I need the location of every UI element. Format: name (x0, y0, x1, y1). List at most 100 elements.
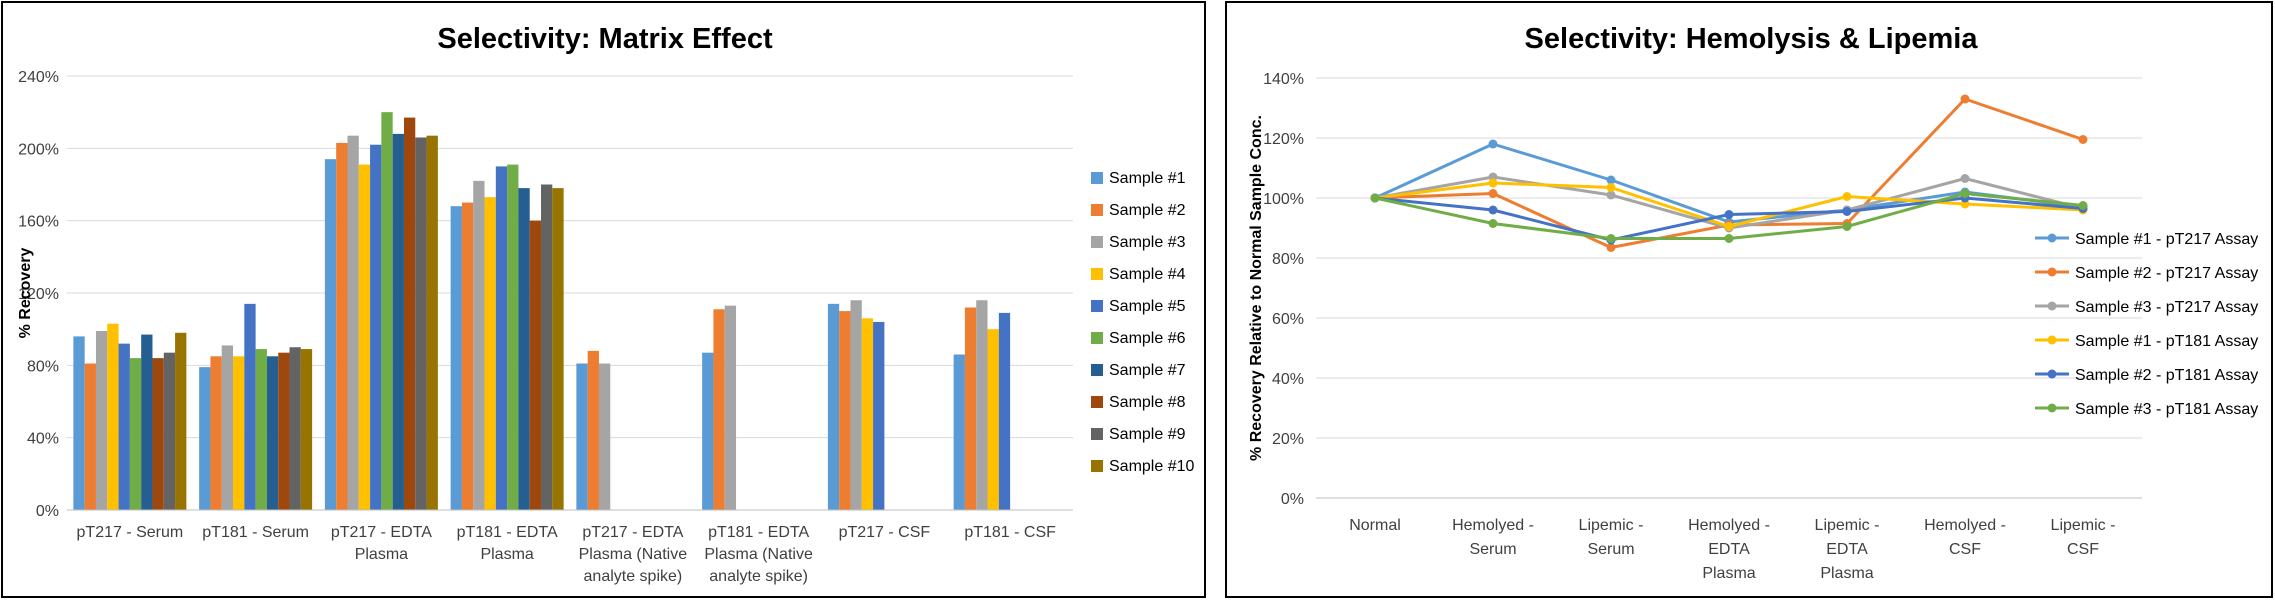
legend-item-sample-2-pt181-assay: Sample #2 - pT181 Assay (2035, 367, 2258, 384)
series-sample-8 (152, 117, 542, 511)
x-axis-categories: pT217 - Serum pT181 - Serum pT217 - EDTA Pl… (77, 524, 1057, 585)
y-axis-ticks: 0% 20% 40% 60% 80% 100% 120% 140% (1263, 71, 1304, 508)
bar (95, 330, 108, 510)
bar (300, 349, 313, 510)
y-tick-label: 120% (1263, 131, 1304, 148)
x-tick-label: pT181 - EDTA Plasma (Native analyte spike) (704, 524, 813, 585)
bar (998, 312, 1011, 510)
bar (415, 137, 427, 511)
legend-swatch (1091, 364, 1103, 376)
legend-item-sample-3: Sample #3 (1091, 234, 1186, 251)
y-tick-label: 240% (18, 69, 59, 86)
legend: Sample #1 Sample #2 Sample #3 Sample #4 Samp… (1091, 170, 1194, 475)
legend-label: Sample #10 (1109, 458, 1194, 475)
x-axis-categories: Normal Hemolyed -Serum Lipemic -Serum Hemol… (1349, 517, 2115, 582)
legend-swatch (1091, 236, 1103, 248)
legend-swatch (1091, 204, 1103, 216)
bar (850, 300, 862, 510)
bar (541, 184, 553, 510)
y-tick-label: 120% (18, 286, 59, 303)
legend-item-sample-8: Sample #8 (1091, 394, 1186, 411)
legend-marker (2047, 233, 2057, 243)
x-tick-label: Hemolyed -EDTA Plasma (1688, 517, 1770, 582)
series-sample-1 (73, 159, 965, 510)
data-point (1606, 190, 1616, 200)
legend-label: Sample #9 (1109, 426, 1186, 443)
bar (576, 363, 588, 510)
y-tick-label: 140% (1263, 71, 1304, 88)
data-point (1606, 175, 1616, 185)
bar (381, 112, 393, 511)
bar (163, 352, 176, 510)
data-point (1606, 183, 1616, 192)
bar (987, 329, 999, 510)
series-sample-7 (141, 133, 530, 510)
bar (347, 135, 359, 511)
legend-item-sample-3-pt181-assay: Sample #3 - pT181 Assay (2035, 401, 2258, 418)
y-tick-label: 0% (1281, 491, 1304, 508)
bar (233, 356, 245, 510)
data-point (2078, 201, 2088, 210)
bar (518, 188, 530, 510)
data-point (1724, 234, 1734, 243)
x-tick-label: pT217 - EDTA Plasma (Native analyte spike) (579, 524, 688, 585)
series-sample-2 (84, 142, 977, 510)
legend-item-sample-3-pt217-assay: Sample #3 - pT217 Assay (2035, 299, 2258, 316)
series-sample-5 (118, 144, 1011, 511)
legend-label: Sample #3 (1109, 234, 1186, 251)
x-tick-label: Hemolyed -Serum (1452, 517, 1534, 558)
x-tick-label: Lipemic -Serum (1579, 517, 1644, 558)
data-point (1724, 210, 1734, 219)
legend: Sample #1 - pT217 Assay Sample #2 - pT217… (2035, 231, 2258, 418)
hemolysis-lipemia-chart-panel: Selectivity: Hemolysis & Lipemia 0% 20% 40… (1225, 1, 2273, 598)
bar (426, 135, 438, 511)
bar (702, 352, 714, 510)
bar (450, 206, 462, 510)
bar (266, 356, 279, 510)
bar (358, 164, 371, 511)
series-sample-3 (95, 135, 988, 511)
bar (873, 321, 885, 510)
chart-title: Selectivity: Matrix Effect (437, 23, 773, 55)
bar (839, 311, 851, 510)
bar (598, 363, 611, 510)
bar (210, 356, 222, 510)
bar (964, 307, 977, 510)
bar (495, 166, 508, 511)
x-tick-label: pT181 - Serum (202, 524, 309, 541)
y-tick-label: 0% (36, 503, 59, 520)
legend-label: Sample #8 (1109, 394, 1186, 411)
line-series (1370, 94, 2088, 252)
data-point (1960, 174, 1970, 183)
x-tick-label: pT217 - EDTA Plasma (331, 524, 432, 563)
legend-marker (2047, 403, 2057, 413)
legend-label: Sample #6 (1109, 330, 1186, 347)
bar (403, 117, 416, 510)
bar (484, 197, 496, 510)
bar (175, 332, 187, 510)
gridlines (1316, 77, 2142, 439)
legend-item-sample-6: Sample #6 (1091, 330, 1186, 347)
legend-label: Sample #7 (1109, 362, 1186, 379)
bar (278, 352, 290, 510)
x-tick-label: Lipemic -EDTA Plasma (1815, 517, 1880, 582)
legend-swatch (1091, 268, 1103, 280)
legend-label: Sample #2 (1109, 202, 1186, 219)
y-tick-label: 160% (18, 214, 59, 231)
bar (392, 133, 404, 510)
y-axis-label: % Recovery (17, 248, 34, 339)
data-point (1370, 193, 1380, 203)
data-point (1960, 94, 1970, 104)
x-tick-label: pT217 - Serum (77, 524, 184, 541)
data-point (1488, 189, 1498, 198)
matrix-effect-chart-panel: Selectivity: Matrix Effect 0% 40% 80% 120% 1… (1, 1, 1206, 598)
y-tick-label: 20% (1272, 431, 1304, 448)
bar (221, 345, 234, 510)
bar (324, 159, 337, 510)
bar (461, 202, 474, 510)
bar (336, 142, 348, 510)
chart-title: Selectivity: Hemolysis & Lipemia (1525, 23, 1979, 55)
bar (129, 358, 142, 510)
legend-swatch (1091, 332, 1103, 344)
bar (84, 363, 96, 510)
